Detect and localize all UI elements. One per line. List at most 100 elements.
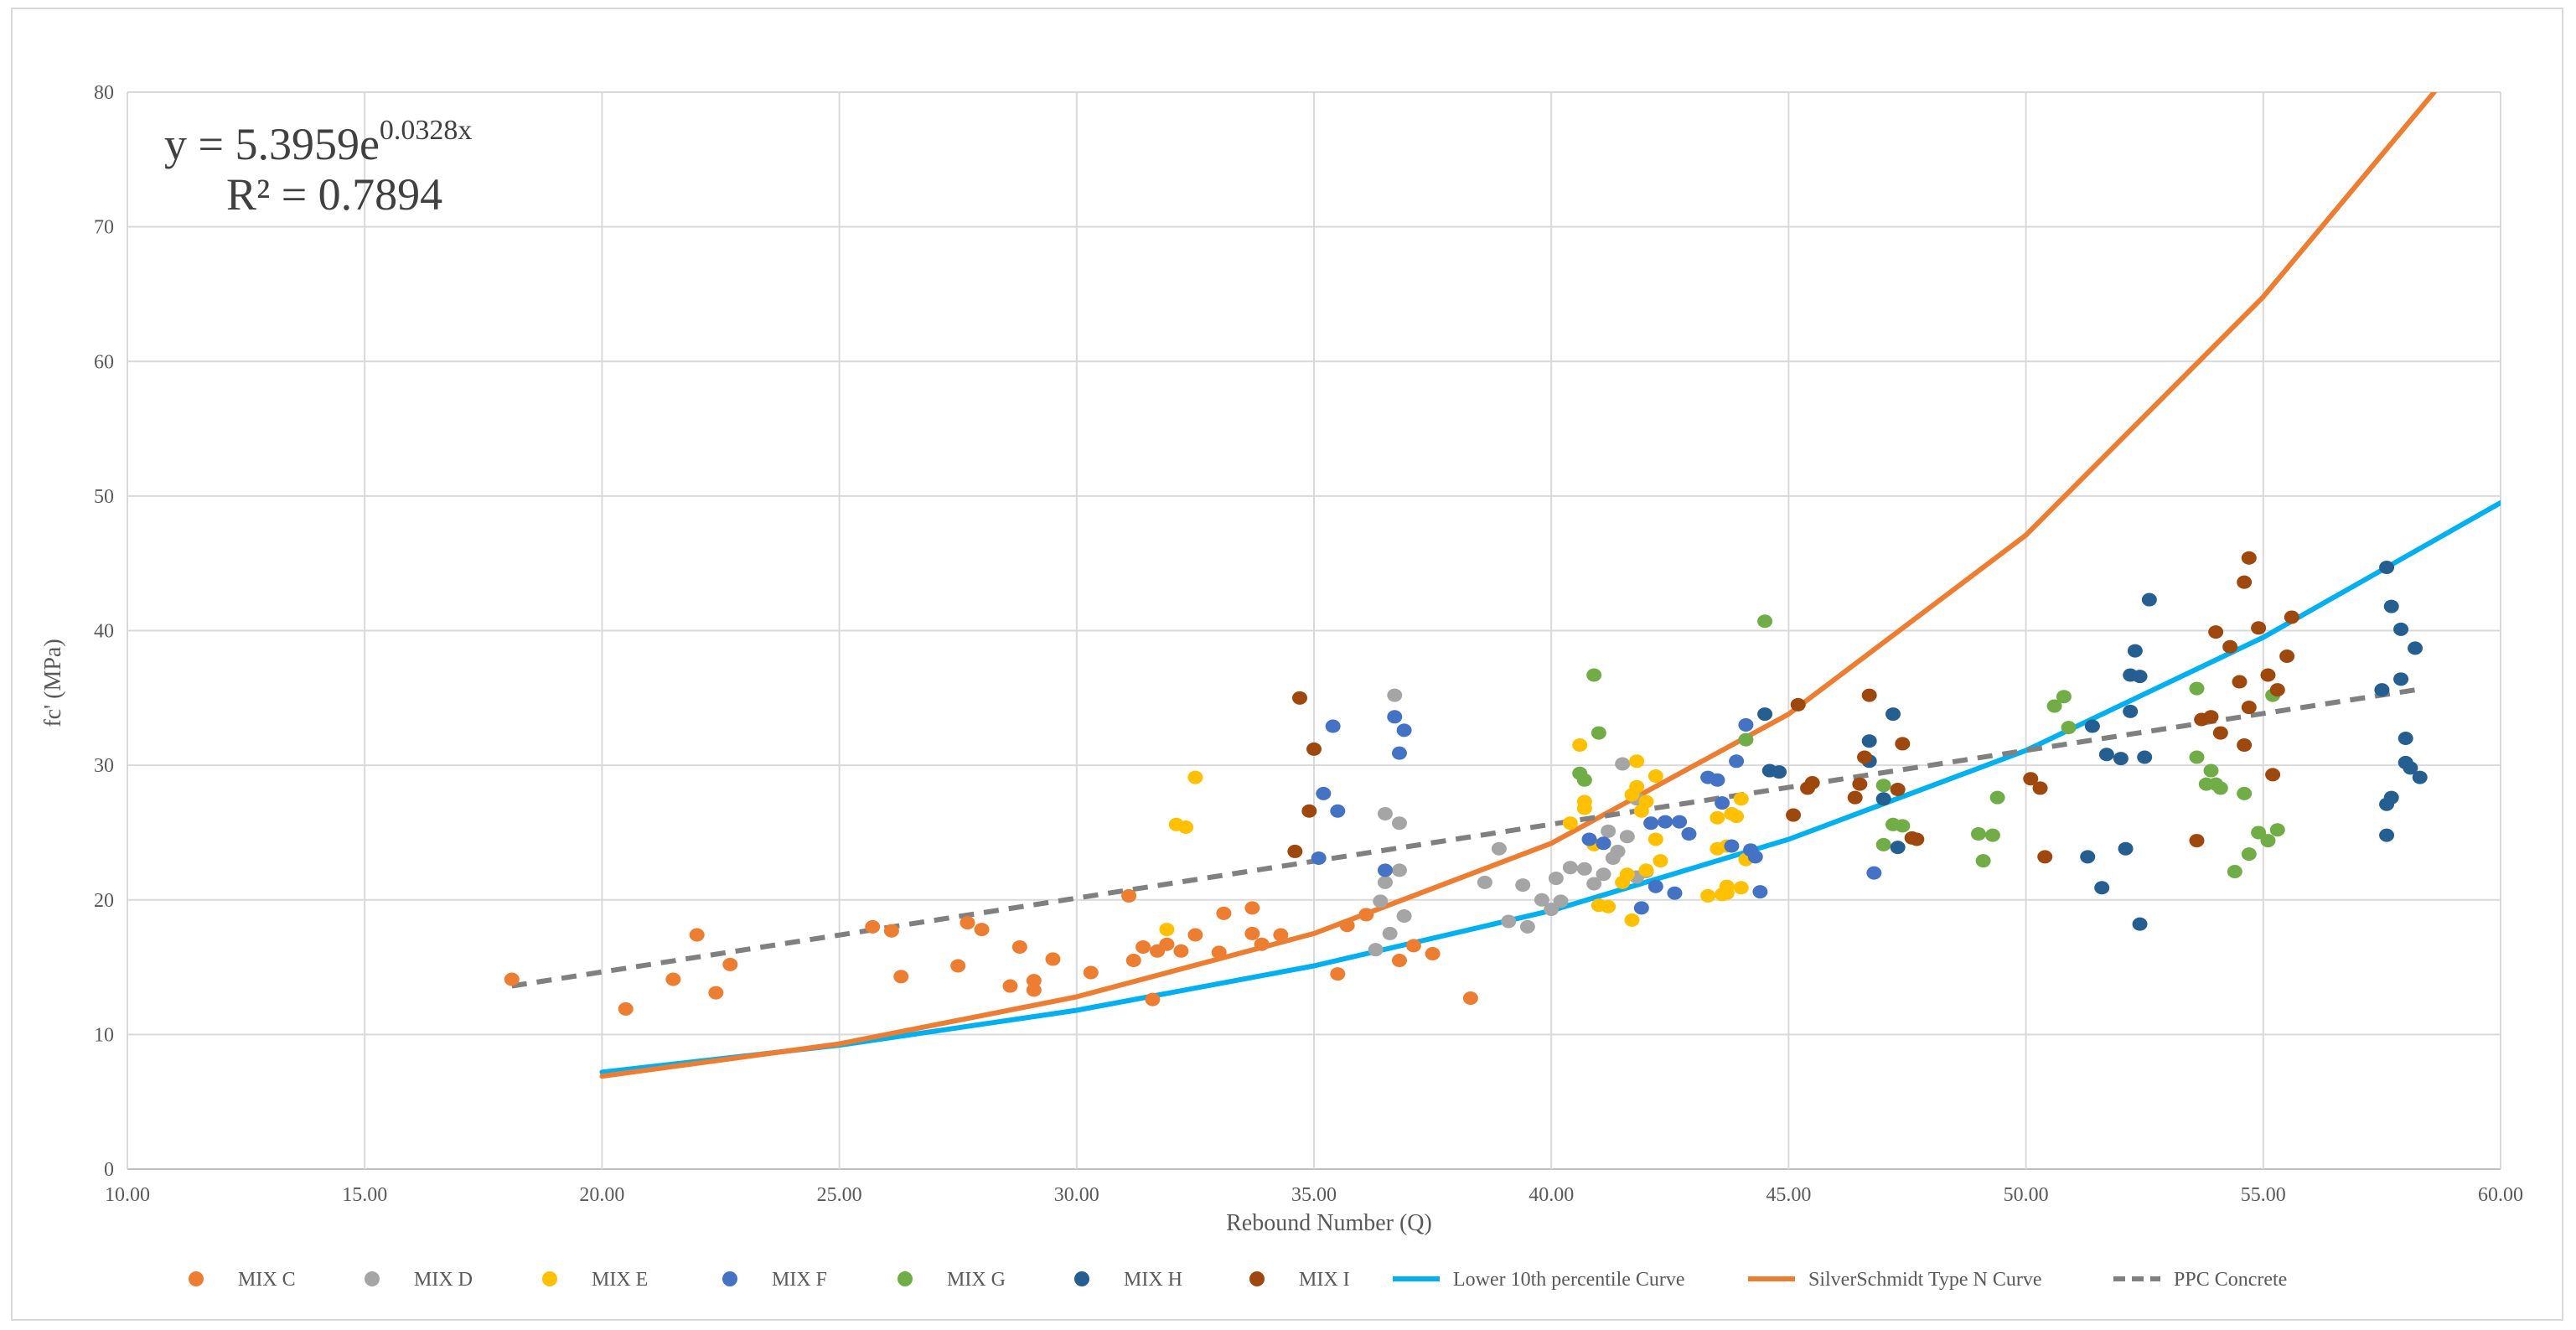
- legend-label: MIX G: [947, 1269, 1006, 1291]
- data-point: [1159, 923, 1175, 937]
- data-point: [1984, 828, 2000, 842]
- data-point: [2212, 726, 2228, 740]
- data-point: [2203, 710, 2219, 724]
- data-point: [2189, 750, 2205, 764]
- data-point: [1178, 820, 1194, 835]
- data-point: [1648, 832, 1663, 846]
- data-point: [1970, 827, 1986, 841]
- data-point: [1989, 790, 2005, 805]
- legend-marker: [897, 1271, 913, 1286]
- series-mix-f: [1311, 710, 1882, 915]
- data-point: [1875, 837, 1891, 851]
- data-point: [1596, 836, 1611, 851]
- data-point: [1045, 952, 1061, 966]
- data-point: [893, 970, 909, 984]
- data-point: [2241, 701, 2257, 715]
- data-point: [1562, 861, 1578, 875]
- data-point: [1135, 939, 1151, 954]
- data-point: [2118, 841, 2134, 856]
- data-point: [2132, 917, 2148, 931]
- x-tick-label: 20.00: [579, 1184, 624, 1206]
- data-point: [1396, 909, 1412, 924]
- data-point: [1534, 893, 1549, 907]
- data-point: [1377, 806, 1393, 820]
- series-mix-c: [504, 888, 1478, 1016]
- data-point: [1562, 816, 1578, 831]
- data-point: [1719, 886, 1735, 900]
- data-point: [2379, 561, 2395, 575]
- data-point: [1895, 819, 1911, 833]
- legend-marker: [189, 1271, 204, 1286]
- data-point: [1462, 991, 1478, 1006]
- legend: MIX C MIX D MIX E MIX F MIX G MIX H MIX I Lower…: [189, 1269, 2287, 1291]
- data-point: [1377, 863, 1393, 877]
- data-point: [1287, 844, 1303, 858]
- data-point: [2232, 675, 2248, 689]
- data-point: [2113, 752, 2129, 766]
- data-point: [1890, 783, 1906, 797]
- data-point: [2189, 681, 2205, 696]
- data-point: [1306, 742, 1322, 756]
- data-point: [1391, 954, 1407, 968]
- data-point: [1875, 792, 1891, 806]
- data-point: [1387, 710, 1403, 724]
- data-point: [2284, 610, 2299, 624]
- x-tick-label: 15.00: [342, 1184, 387, 1206]
- x-tick-label: 25.00: [817, 1184, 862, 1206]
- data-point: [1330, 804, 1346, 818]
- data-point: [1373, 894, 1389, 908]
- legend-item: MIX G: [897, 1269, 1006, 1291]
- legend-label: MIX I: [1299, 1269, 1350, 1291]
- data-point: [1491, 841, 1507, 856]
- legend-item: MIX D: [365, 1269, 473, 1291]
- data-point: [1216, 906, 1232, 920]
- data-point: [2094, 881, 2110, 895]
- data-point: [1519, 919, 1535, 934]
- legend-item: MIX E: [542, 1269, 648, 1291]
- data-point: [1895, 737, 1911, 751]
- legend-marker: [722, 1271, 737, 1286]
- legend-label: Lower 10th percentile Curve: [1453, 1269, 1685, 1291]
- data-point: [1254, 937, 1270, 951]
- data-point: [1861, 688, 1877, 702]
- data-point: [2279, 649, 2295, 664]
- data-point: [1586, 877, 1602, 891]
- data-point: [1316, 786, 1332, 800]
- data-point: [2123, 704, 2139, 718]
- data-point: [1847, 790, 1863, 805]
- data-point: [1747, 850, 1763, 864]
- y-tick-label: 70: [94, 217, 114, 239]
- data-point: [1790, 697, 1806, 712]
- data-point: [1576, 773, 1592, 787]
- x-tick-label: 40.00: [1529, 1184, 1574, 1206]
- data-point: [1733, 881, 1749, 895]
- data-point: [2393, 622, 2409, 636]
- legend-label: MIX E: [592, 1269, 648, 1291]
- data-point: [1786, 808, 1802, 822]
- data-point: [2203, 763, 2219, 778]
- y-tick-label: 80: [94, 82, 114, 104]
- data-point: [1011, 939, 1027, 954]
- data-point: [1311, 851, 1327, 865]
- x-tick-label: 50.00: [2004, 1184, 2049, 1206]
- data-point: [2023, 772, 2039, 786]
- series-mix-g: [1572, 614, 2285, 879]
- data-point: [2061, 721, 2077, 735]
- data-point: [2269, 683, 2285, 697]
- legend-item: MIX F: [722, 1269, 827, 1291]
- legend-label: MIX D: [414, 1269, 473, 1291]
- data-point: [689, 928, 705, 942]
- data-point: [1244, 901, 1260, 915]
- data-point: [1610, 844, 1626, 858]
- data-point: [1244, 926, 1260, 940]
- data-point: [1772, 765, 1787, 779]
- data-point: [2046, 699, 2062, 713]
- r-squared-label: R² = 0.7894: [226, 169, 442, 220]
- data-point: [2251, 621, 2267, 635]
- data-point: [1710, 810, 1725, 825]
- data-point: [2208, 625, 2224, 639]
- data-point: [1273, 928, 1289, 942]
- data-point: [1002, 979, 1018, 993]
- legend-item: MIX H: [1074, 1269, 1182, 1291]
- data-point: [1667, 886, 1683, 900]
